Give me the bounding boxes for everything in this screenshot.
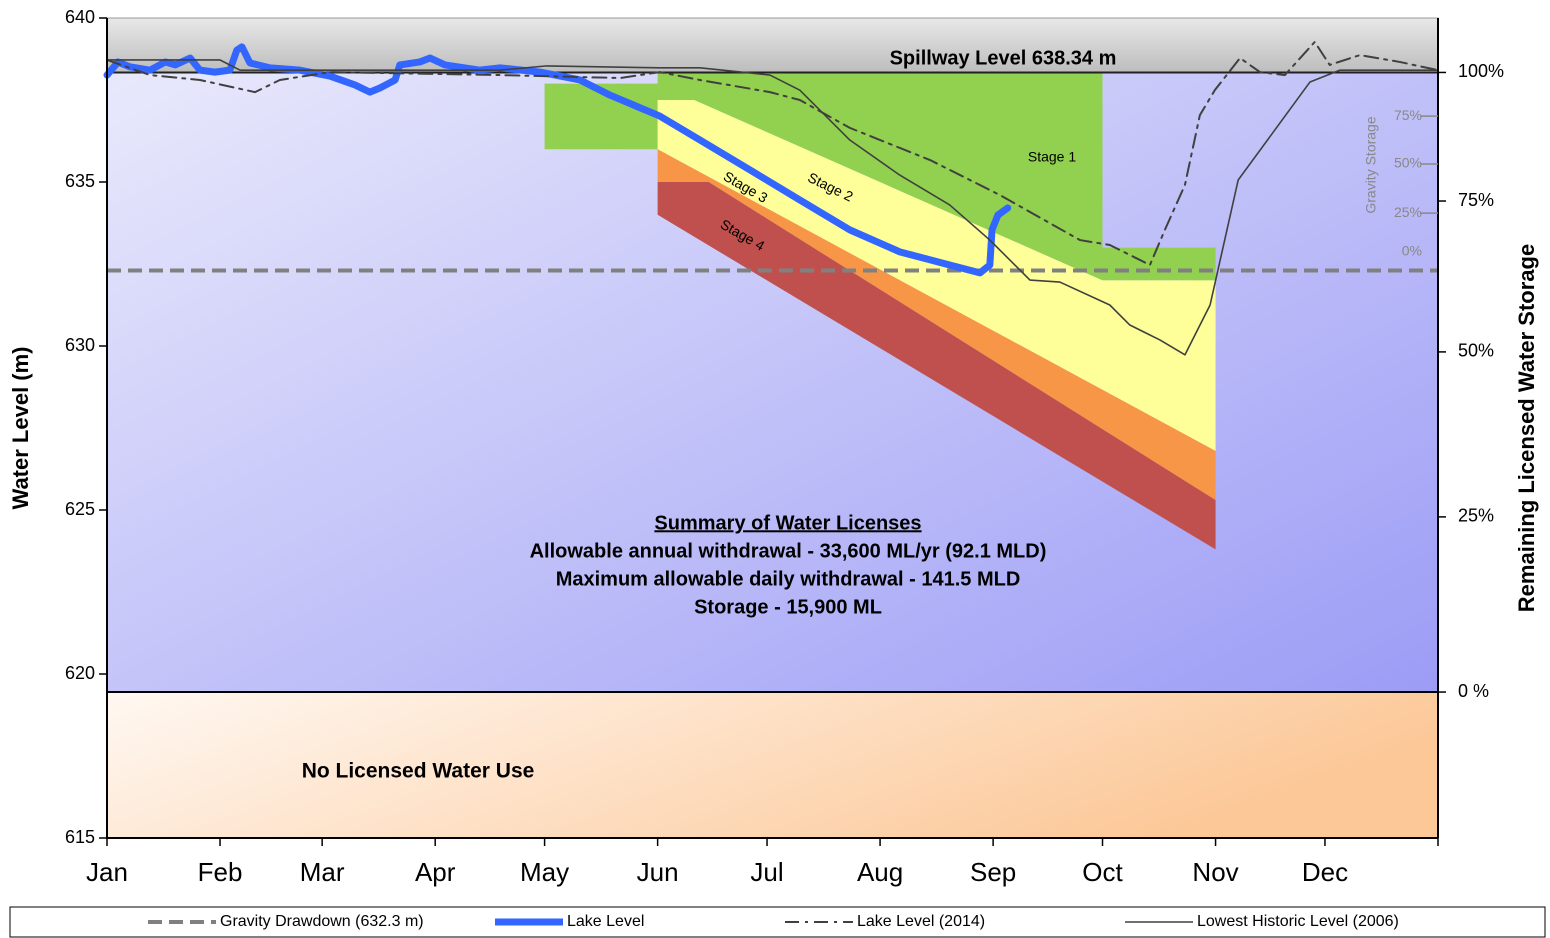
no-use-background: [107, 692, 1438, 838]
summary-line: Allowable annual withdrawal - 33,600 ML/…: [530, 540, 1047, 562]
x-tick-label: Apr: [415, 857, 456, 887]
series-line: [106, 40, 1439, 266]
stage-area: [657, 149, 1216, 501]
series-line: [103, 43, 1012, 277]
summary-line: Storage - 15,900 ML: [694, 596, 882, 618]
y-tick-label: 635: [65, 171, 95, 191]
series-line: [106, 59, 1439, 356]
gravity-storage-tick-label: 0%: [1402, 243, 1422, 259]
y2-tick-label: 50%: [1458, 341, 1494, 361]
x-tick-label: Oct: [1082, 857, 1123, 887]
legend-box: [9, 906, 1546, 938]
stage-area: [544, 72, 1216, 281]
x-tick-label: Jun: [637, 857, 679, 887]
spillway-label: Spillway Level 638.34 m: [890, 48, 1117, 70]
stage-area: [657, 100, 1216, 451]
summary-title: Summary of Water Licenses: [654, 512, 921, 534]
y-tick-label: 615: [65, 827, 95, 847]
x-tick-label: Aug: [857, 857, 903, 887]
x-tick-label: Mar: [300, 857, 345, 887]
x-tick-label: Sep: [970, 857, 1016, 887]
legend-label: Lake Level (2014): [857, 913, 985, 930]
y2-axis-title: Remaining Licensed Water Storage: [1514, 244, 1539, 612]
x-tick-label: May: [520, 857, 569, 887]
x-tick-label: Jul: [750, 857, 783, 887]
y2-tick-label: 0 %: [1458, 681, 1489, 701]
summary-line: Maximum allowable daily withdrawal - 141…: [556, 568, 1021, 590]
no-use-label: No Licensed Water Use: [302, 760, 535, 783]
legend-label: Lowest Historic Level (2006): [1197, 913, 1399, 930]
y-axis-title: Water Level (m): [8, 346, 33, 509]
x-tick-label: Feb: [198, 857, 243, 887]
x-tick-label: Jan: [86, 857, 128, 887]
stage-area: [657, 182, 1216, 550]
y-tick-label: 630: [65, 335, 95, 355]
gravity-storage-tick-label: 25%: [1394, 204, 1422, 220]
y2-tick-label: 100%: [1458, 61, 1504, 81]
gravity-storage-label: Gravity Storage: [1363, 116, 1379, 213]
gravity-storage-tick-label: 75%: [1394, 107, 1422, 123]
y2-tick-label: 75%: [1458, 190, 1494, 210]
gravity-storage-tick-label: 50%: [1394, 155, 1422, 171]
above-spillway-band: [106, 17, 1439, 73]
y-tick-label: 640: [65, 7, 95, 27]
x-tick-label: Dec: [1302, 857, 1348, 887]
x-tick-label: Nov: [1192, 857, 1238, 887]
legend-label: Gravity Drawdown (632.3 m): [220, 913, 424, 930]
stage-label: Stage 1: [1028, 149, 1076, 165]
y-tick-label: 620: [65, 663, 95, 683]
y2-tick-label: 25%: [1458, 506, 1494, 526]
legend-label: Lake Level: [567, 913, 644, 930]
y-tick-label: 625: [65, 499, 95, 519]
